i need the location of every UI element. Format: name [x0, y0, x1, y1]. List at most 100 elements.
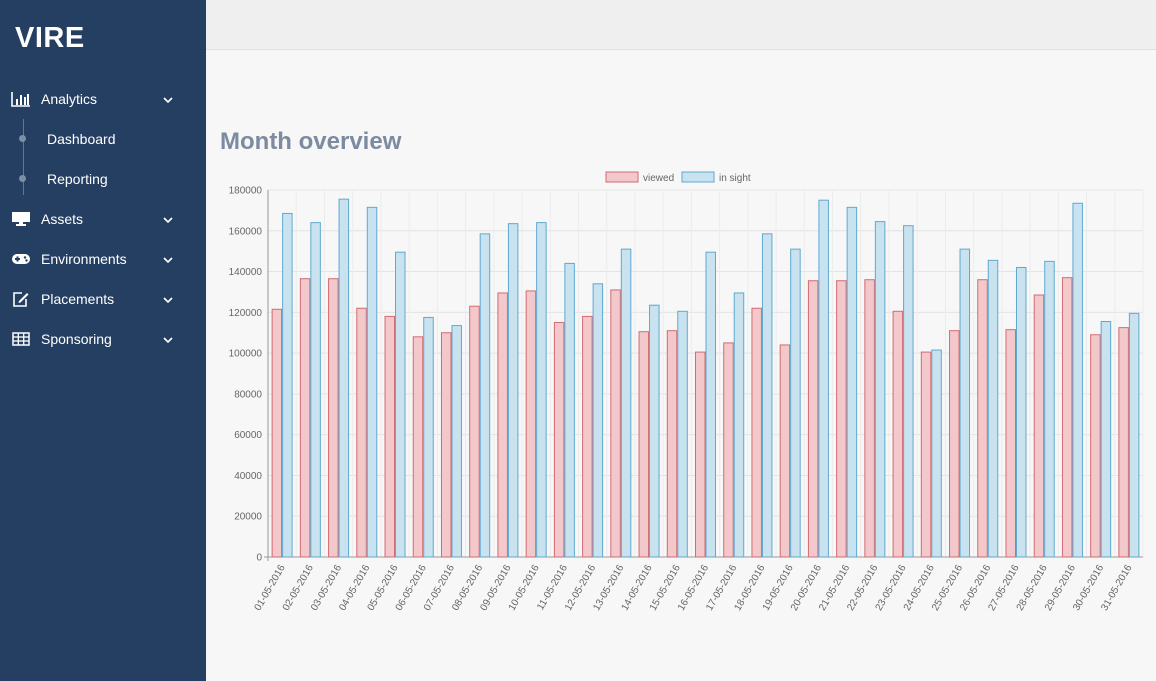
- sidebar-item-label: Assets: [41, 211, 84, 227]
- sidebar-item-assets[interactable]: Assets: [0, 204, 206, 234]
- bar-viewed: [525, 290, 537, 558]
- y-tick-label: 120000: [229, 308, 263, 319]
- bar-viewed: [638, 331, 650, 558]
- top-bar: [206, 0, 1156, 50]
- app-logo[interactable]: VIRE: [15, 22, 85, 54]
- sidebar-subitem-dashboard[interactable]: Dashboard: [0, 124, 206, 154]
- bar-viewed: [1061, 277, 1073, 558]
- bar-in-sight: [366, 206, 378, 558]
- sidebar-item-label: Analytics: [41, 91, 98, 107]
- bar-in-sight: [564, 262, 575, 558]
- y-tick-label: 100000: [229, 349, 263, 360]
- bar-viewed: [977, 279, 988, 558]
- y-tick-label: 160000: [229, 226, 263, 237]
- gamepad-icon: [11, 250, 31, 268]
- sidebar-item-placements[interactable]: Placements: [0, 284, 206, 314]
- bar-viewed: [582, 315, 593, 558]
- sidebar-item-label: Placements: [41, 291, 115, 307]
- bar-viewed: [356, 307, 367, 558]
- chevron-down-icon: [162, 333, 174, 345]
- sidebar: VIRE Analytics Dashboard Reporting Asset…: [0, 0, 206, 681]
- submenu-dot: [19, 135, 26, 142]
- edit-icon: [11, 290, 31, 308]
- bar-viewed: [328, 278, 339, 558]
- bar-in-sight: [1015, 266, 1027, 558]
- sidebar-subitem-reporting[interactable]: Reporting: [0, 164, 206, 194]
- bar-in-sight: [395, 251, 406, 558]
- bar-in-sight: [705, 251, 716, 558]
- bar-in-sight: [733, 292, 745, 558]
- bar-in-sight: [479, 233, 491, 558]
- y-tick-label: 180000: [229, 186, 263, 197]
- bar-in-sight: [874, 221, 886, 558]
- bar-viewed: [666, 330, 678, 558]
- chevron-down-icon: [162, 93, 174, 105]
- sidebar-item-analytics[interactable]: Analytics: [0, 84, 206, 114]
- bar-viewed: [864, 279, 875, 558]
- sidebar-subitem-label: Reporting: [47, 171, 108, 187]
- bar-viewed: [553, 322, 565, 558]
- bar-in-sight: [592, 283, 604, 558]
- monitor-icon: [11, 210, 31, 228]
- month-overview-chart: 0 20000 40000 60000 80000 100000 120000 140000 1…: [229, 171, 1144, 613]
- bar-in-sight: [649, 304, 660, 558]
- bar-in-sight: [620, 248, 632, 558]
- bar-in-sight: [987, 259, 999, 558]
- bar-in-sight: [536, 222, 547, 558]
- submenu-line: [23, 119, 24, 195]
- legend-swatch: [681, 171, 715, 183]
- legend-swatch: [605, 171, 639, 183]
- bar-viewed: [723, 342, 734, 558]
- sidebar-item-environments[interactable]: Environments: [0, 244, 206, 274]
- bar-in-sight: [761, 233, 773, 558]
- bar-viewed: [497, 292, 508, 558]
- bar-viewed: [412, 336, 424, 558]
- bar-in-sight: [790, 248, 801, 558]
- submenu-dot: [19, 175, 26, 182]
- y-tick-label: 80000: [234, 389, 262, 400]
- bar-in-sight: [310, 222, 321, 558]
- bar-in-sight: [1128, 312, 1140, 558]
- bar-in-sight: [1072, 202, 1083, 558]
- y-tick-label: 40000: [234, 471, 262, 482]
- bar-in-sight: [507, 223, 519, 558]
- bar-viewed: [807, 280, 819, 558]
- y-tick-label: 140000: [229, 267, 263, 278]
- bar-in-sight: [846, 206, 858, 558]
- legend-label: viewed: [643, 173, 674, 184]
- bar-chart-icon: [11, 90, 31, 108]
- bar-in-sight: [1044, 260, 1055, 558]
- bar-in-sight: [931, 349, 942, 558]
- bar-viewed: [299, 278, 311, 558]
- bar-viewed: [836, 280, 847, 558]
- bar-viewed: [271, 308, 283, 558]
- chevron-down-icon: [162, 253, 174, 265]
- bar-viewed: [779, 344, 791, 558]
- bar-in-sight: [338, 198, 350, 558]
- page-title: Month overview: [220, 128, 402, 155]
- table-icon: [11, 330, 31, 348]
- y-tick-label: 60000: [234, 430, 262, 441]
- bar-viewed: [751, 307, 762, 558]
- sidebar-subitem-label: Dashboard: [47, 131, 116, 147]
- bar-in-sight: [959, 248, 971, 558]
- bar-viewed: [1090, 334, 1101, 558]
- bar-viewed: [469, 305, 480, 558]
- bar-viewed: [920, 351, 932, 558]
- sidebar-item-label: Environments: [41, 251, 127, 267]
- bar-viewed: [440, 332, 452, 558]
- bar-viewed: [1005, 329, 1016, 558]
- bar-viewed: [384, 315, 396, 558]
- bar-viewed: [892, 310, 904, 558]
- bar-viewed: [695, 351, 706, 558]
- bar-in-sight: [282, 212, 293, 558]
- bar-in-sight: [1100, 321, 1112, 558]
- bar-viewed: [949, 330, 960, 558]
- bar-in-sight: [818, 199, 829, 558]
- bar-viewed: [1118, 327, 1129, 558]
- chevron-down-icon: [162, 213, 174, 225]
- sidebar-item-label: Sponsoring: [41, 331, 112, 347]
- sidebar-item-sponsoring[interactable]: Sponsoring: [0, 324, 206, 354]
- bar-in-sight: [677, 310, 688, 558]
- y-tick-label: 20000: [234, 512, 262, 523]
